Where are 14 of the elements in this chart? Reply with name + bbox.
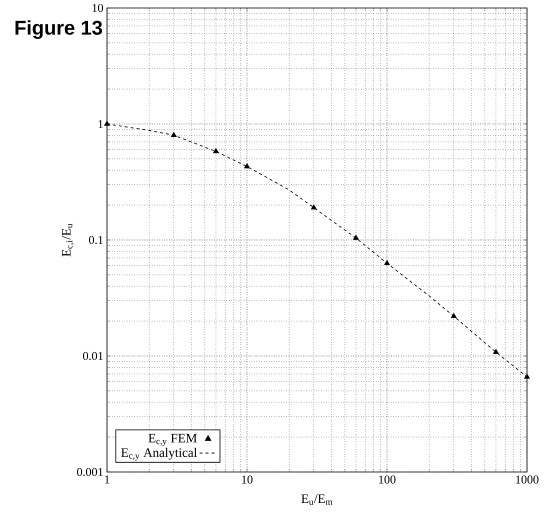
legend-label: E$_{c,y}$ Analytical bbox=[121, 448, 197, 461]
y-tick-label: 0.001 bbox=[77, 468, 103, 476]
y-axis-title: E$_{c,i}$/E$_{u}$ bbox=[62, 224, 74, 256]
y-tick-label: 0.1 bbox=[88, 236, 103, 244]
legend-label: E$_{c,y}$ FEM bbox=[148, 434, 197, 446]
x-tick-label: 1000 bbox=[516, 476, 538, 484]
x-tick-label: 100 bbox=[379, 476, 396, 484]
x-tick-label: 1 bbox=[105, 476, 110, 484]
y-tick-label: 10 bbox=[92, 4, 104, 12]
y-tick-label: 0.01 bbox=[83, 352, 103, 360]
x-axis-title: E$_{u}$/E$_{m}$ bbox=[301, 494, 332, 505]
y-tick-label: 1 bbox=[98, 120, 103, 128]
x-tick-label: 10 bbox=[242, 476, 253, 484]
text: Figure 13 bbox=[16, 20, 102, 39]
